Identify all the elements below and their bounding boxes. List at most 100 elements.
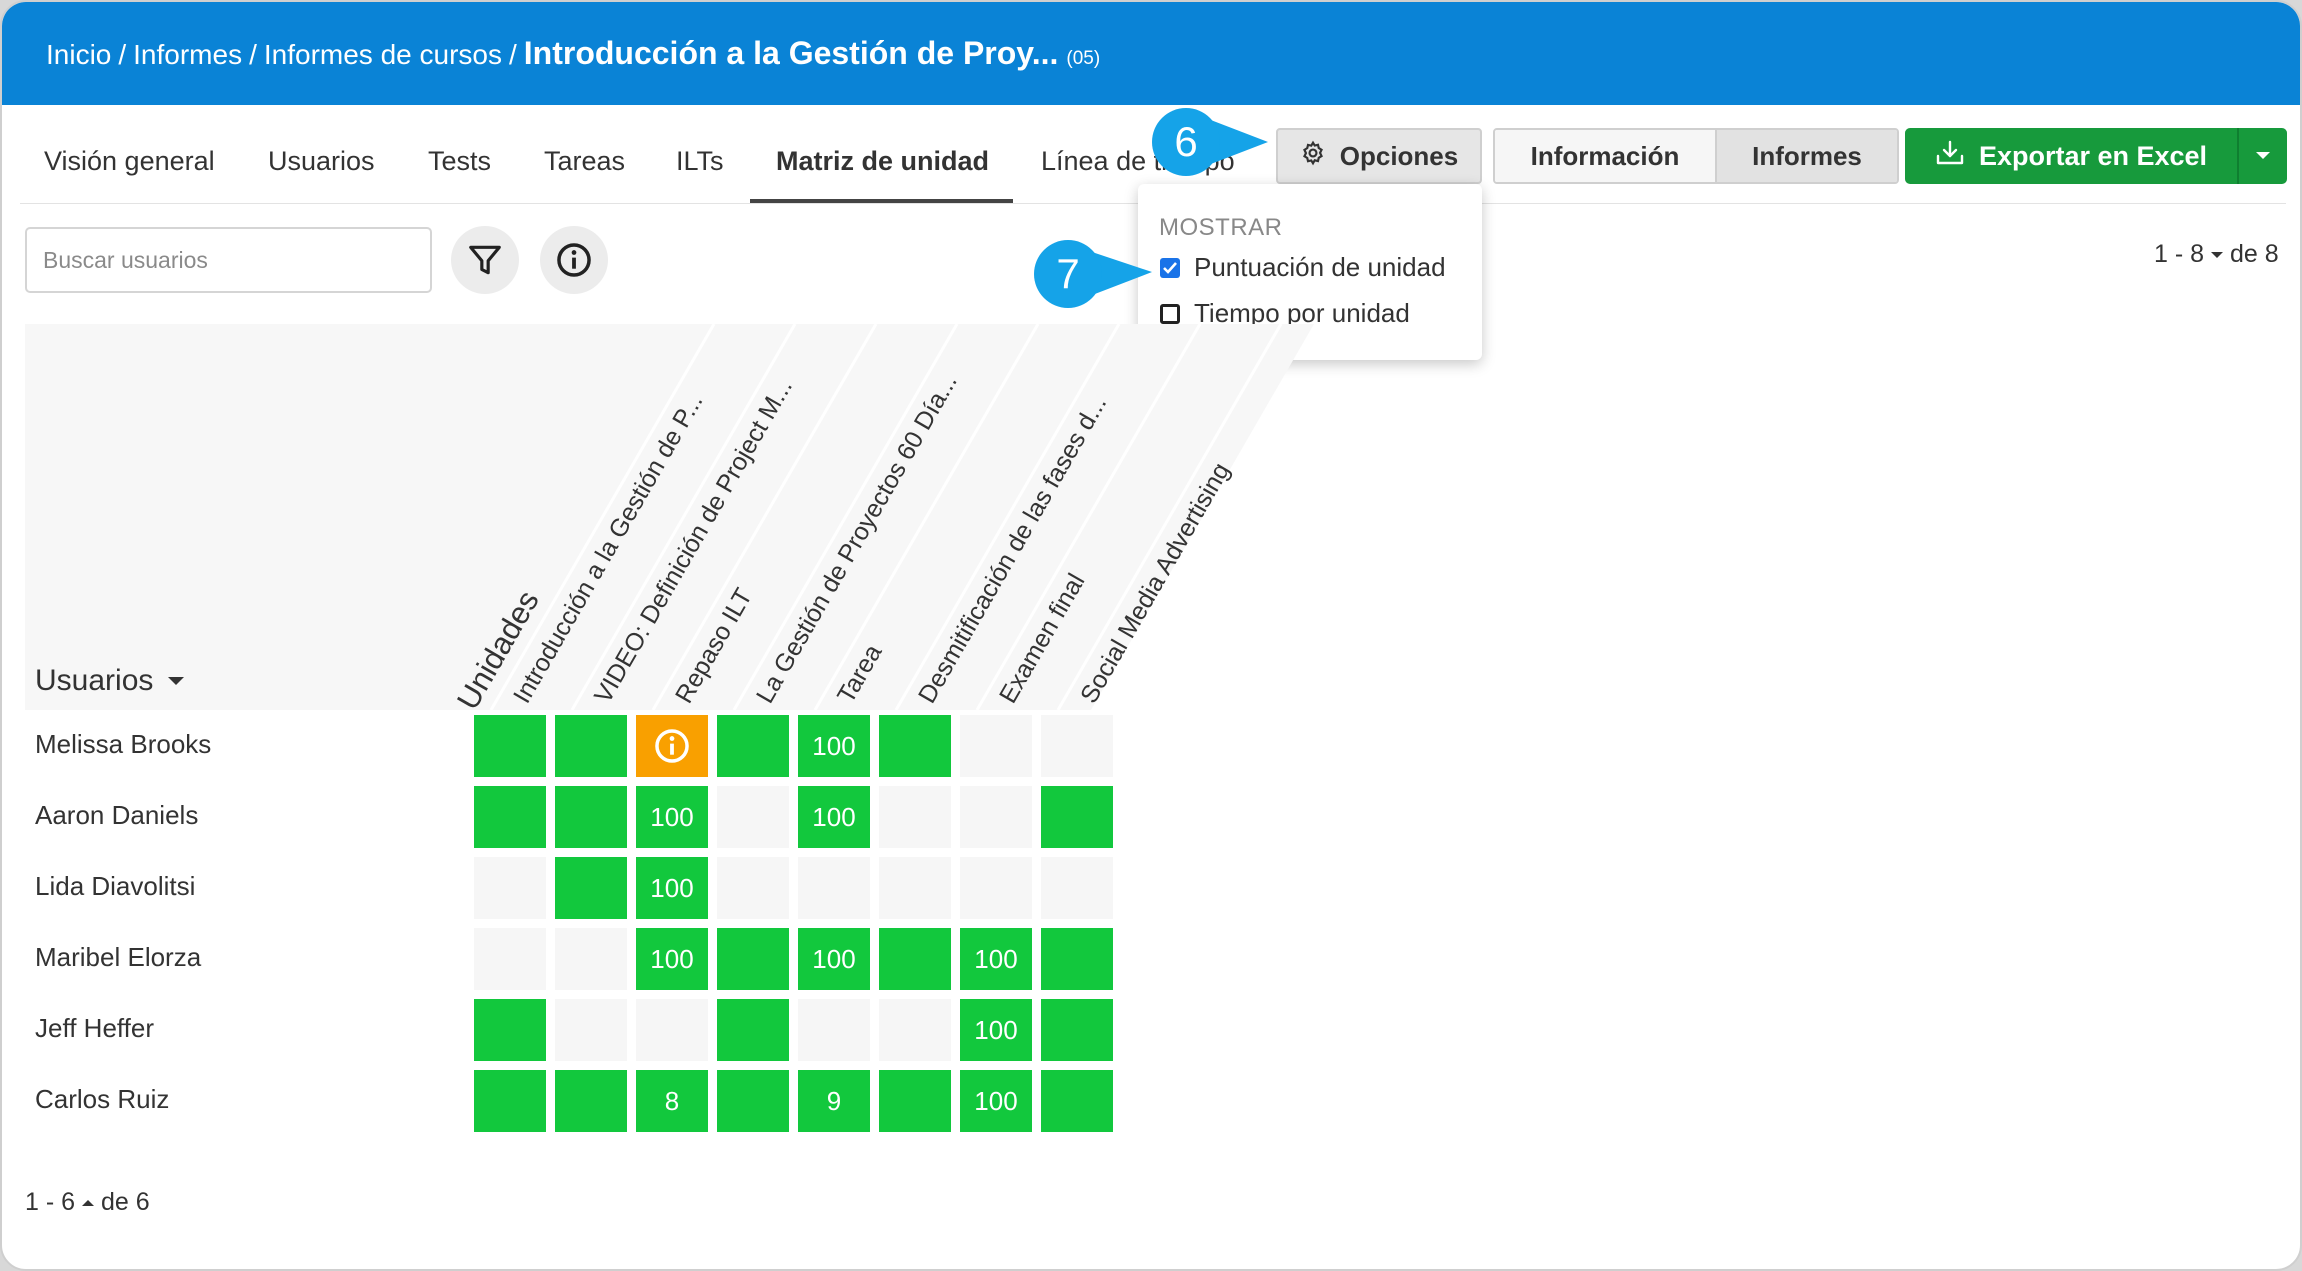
matrix-cell[interactable] [474,715,546,777]
info-circle-button[interactable] [540,226,608,294]
matrix-cell [879,999,951,1061]
checkbox-checked[interactable] [1160,257,1180,278]
matrix-header-bg [25,324,1314,710]
matrix-cell[interactable]: 100 [960,999,1032,1061]
matrix-cell[interactable] [1041,928,1113,990]
pager-bottom: 1 - 6 de 6 [25,1188,150,1217]
options-button[interactable]: Opciones [1276,128,1482,184]
gear-icon [1300,140,1326,173]
info-icon [557,243,591,277]
matrix-cell [474,928,546,990]
matrix-cell[interactable] [717,1070,789,1132]
matrix-cell[interactable]: 100 [798,786,870,848]
pager-bottom-total: de 6 [101,1188,150,1216]
tab-ilts[interactable]: ILTs [676,146,724,176]
matrix-cell[interactable]: 100 [960,928,1032,990]
matrix-cell[interactable] [879,1070,951,1132]
dropdown-header: MOSTRAR [1159,214,1283,241]
matrix-cell[interactable] [474,786,546,848]
breadcrumb-inicio[interactable]: Inicio [46,39,112,70]
tab-matriz-de-unidad[interactable]: Matriz de unidad [750,128,1014,204]
export-excel-main[interactable]: Exportar en Excel [1905,128,2239,184]
filter-icon [469,245,501,275]
breadcrumb: Inicio / Informes / Informes de cursos / Intro… [46,35,1100,72]
matrix-cell[interactable] [717,928,789,990]
options-label: Opciones [1339,140,1459,171]
matrix-cell[interactable]: 8 [636,1070,708,1132]
matrix-cell[interactable]: 100 [636,928,708,990]
matrix-cell[interactable] [1041,999,1113,1061]
breadcrumb-informes-de-cursos[interactable]: Informes de cursos [263,39,502,70]
matrix-cell [1041,715,1113,777]
tab-tareas[interactable]: Tareas [544,146,626,176]
info-icon [655,729,689,763]
tab-usuarios[interactable]: Usuarios [268,146,375,176]
matrix-cell[interactable] [717,999,789,1061]
reports-button[interactable]: Informes [1717,130,1897,182]
matrix-cell[interactable]: 100 [798,928,870,990]
matrix-cell[interactable] [879,928,951,990]
matrix-cell[interactable] [717,715,789,777]
matrix-cell[interactable] [555,786,627,848]
matrix-cell [960,786,1032,848]
breadcrumb-informes[interactable]: Informes [133,39,243,70]
matrix-cell [798,999,870,1061]
callout-7: 7 [1034,240,1102,308]
matrix-cell [474,857,546,919]
matrix-cell[interactable]: 100 [798,715,870,777]
option-unit-score[interactable]: Puntuación de unidad [1160,252,1446,283]
caret-down-icon[interactable] [2210,250,2224,260]
breadcrumb-separator: / [508,39,517,70]
matrix-cell [879,786,951,848]
user-name[interactable]: Aaron Daniels [35,800,199,830]
user-name[interactable]: Maribel Elorza [35,942,202,972]
user-name[interactable]: Carlos Ruiz [35,1084,170,1114]
matrix-cell[interactable]: 9 [798,1070,870,1132]
checkbox-unchecked[interactable] [1160,303,1180,324]
matrix-cell[interactable] [636,715,708,777]
matrix-cell [555,999,627,1061]
matrix-cell[interactable] [879,715,951,777]
matrix-cell [717,857,789,919]
matrix-cell[interactable] [474,1070,546,1132]
search-input[interactable] [25,227,432,293]
matrix-cell[interactable]: 100 [960,1070,1032,1132]
matrix-cell [960,715,1032,777]
breadcrumb-separator: / [249,39,257,70]
matrix-cell [960,857,1032,919]
matrix-cell[interactable] [555,1070,627,1132]
option-time-per-unit-label: Tiempo por unidad [1194,298,1410,328]
matrix-cell [798,857,870,919]
info-button[interactable]: Información [1495,130,1717,182]
matrix-cell[interactable]: 100 [636,857,708,919]
option-time-per-unit[interactable]: Tiempo por unidad [1160,298,1410,329]
export-dropdown-toggle[interactable] [2239,128,2287,184]
user-name[interactable]: Melissa Brooks [35,729,212,759]
tab-tests[interactable]: Tests [428,146,492,176]
tab-bar: Visión general Usuarios Tests Tareas ILT… [20,128,1290,204]
matrix-cell[interactable]: 100 [636,786,708,848]
caret-up-icon[interactable] [81,1198,95,1208]
users-sort-header[interactable]: Usuarios [35,664,185,698]
breadcrumb-separator: / [118,39,127,70]
tab-vision-general[interactable]: Visión general [44,146,215,176]
user-name[interactable]: Lida Diavolitsi [35,871,196,901]
breadcrumb-current: Introducción a la Gestión de Proy... [523,35,1059,71]
matrix-cell[interactable] [1041,1070,1113,1132]
matrix-cell[interactable] [474,999,546,1061]
pager-top: 1 - 8 de 8 [2154,240,2279,269]
matrix-cell [636,999,708,1061]
matrix-cell[interactable] [555,715,627,777]
user-name[interactable]: Jeff Heffer [35,1013,154,1043]
caret-down-icon [168,677,185,685]
matrix-cell[interactable] [555,857,627,919]
page-header: Inicio / Informes / Informes de cursos / Intro… [2,2,2300,105]
matrix-cell[interactable] [1041,786,1113,848]
export-excel-button: Exportar en Excel [1905,128,2287,184]
matrix-cell [717,786,789,848]
export-excel-label: Exportar en Excel [1978,140,2208,171]
filter-button[interactable] [451,226,519,294]
pager-top-range: 1 - 8 [2154,240,2205,268]
pager-top-total: de 8 [2230,240,2279,268]
